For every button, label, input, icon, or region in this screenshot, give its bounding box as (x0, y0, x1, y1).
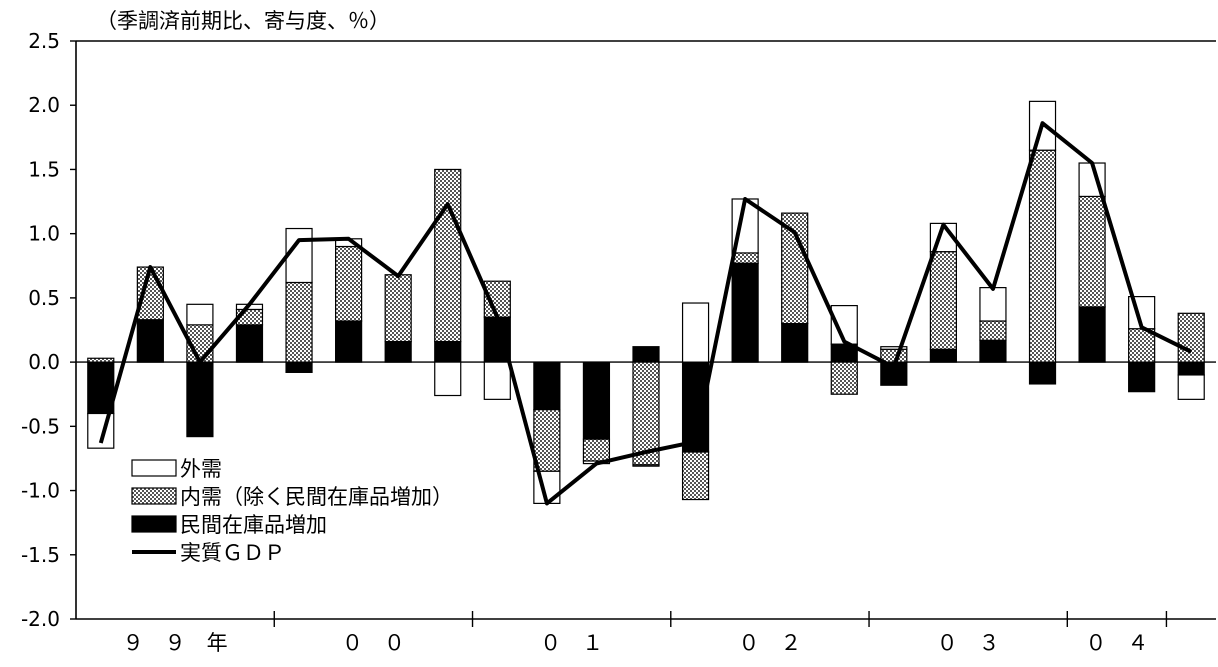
bar-inventory (137, 320, 163, 362)
bar-domestic-demand (583, 439, 609, 461)
bar-inventory (1178, 362, 1204, 375)
y-tick-label: 1.5 (28, 157, 60, 181)
legend-label: 民間在庫品増加 (180, 513, 327, 537)
bar-domestic-demand (336, 247, 362, 321)
bar-external-demand (286, 229, 312, 283)
x-year-label: ９ ９ 年 (123, 631, 228, 655)
bar-inventory (187, 362, 213, 436)
bar-inventory (286, 362, 312, 372)
y-tick-label: 2.0 (28, 93, 60, 117)
legend-label: 内需（除く民間在庫品増加） (180, 485, 453, 509)
bar-domestic-demand (881, 349, 907, 362)
y-tick-label: 0.5 (28, 286, 60, 310)
x-year-label: ０ １ (540, 631, 603, 655)
y-tick-label: -1.5 (21, 543, 60, 567)
x-year-label: ０ ３ (937, 631, 1000, 655)
bar-inventory (435, 342, 461, 363)
legend-swatch-domestic-demand (132, 488, 176, 504)
bar-external-demand (435, 362, 461, 395)
bar-domestic-demand (385, 275, 411, 342)
bar-external-demand (484, 362, 510, 399)
x-year-label: ０ ０ (342, 631, 405, 655)
bar-inventory (336, 321, 362, 362)
bar-inventory (782, 324, 808, 363)
bar-external-demand (881, 347, 907, 350)
bar-external-demand (1178, 375, 1204, 399)
bar-inventory (583, 362, 609, 439)
bar-inventory (732, 263, 758, 362)
bar-inventory (385, 342, 411, 363)
y-tick-label: 1.0 (28, 222, 60, 246)
x-year-label: ０ ２ (738, 631, 801, 655)
bar-domestic-demand (88, 358, 114, 362)
bar-domestic-demand (930, 252, 956, 350)
bar-external-demand (980, 288, 1006, 321)
bar-domestic-demand (782, 213, 808, 323)
bar-inventory (930, 349, 956, 362)
bar-inventory (1030, 362, 1056, 384)
bar-domestic-demand (435, 169, 461, 341)
y-tick-label: -2.0 (21, 607, 60, 631)
bar-inventory (633, 347, 659, 362)
bar-domestic-demand (732, 253, 758, 263)
bar-inventory (980, 340, 1006, 362)
bar-domestic-demand (1030, 150, 1056, 362)
bar-inventory (1079, 307, 1105, 362)
legend-swatch-external-demand (132, 460, 176, 476)
legend-label: 実質ＧＤＰ (180, 541, 285, 565)
bar-domestic-demand (1178, 313, 1204, 362)
bar-domestic-demand (980, 321, 1006, 340)
bar-domestic-demand (683, 452, 709, 500)
legend-label: 外需 (180, 457, 222, 481)
y-tick-label: 0.0 (28, 350, 60, 374)
bar-domestic-demand (831, 362, 857, 394)
bar-inventory (534, 362, 560, 410)
x-year-label: ０ ４ (1085, 631, 1148, 655)
bar-inventory (1129, 362, 1155, 392)
bar-external-demand (187, 304, 213, 325)
y-tick-label: -0.5 (21, 414, 60, 438)
y-tick-label: 2.5 (28, 29, 60, 53)
y-tick-label: -1.0 (21, 479, 60, 503)
chart-subtitle: （季調済前期比、寄与度、％） (96, 9, 390, 33)
bar-domestic-demand (1079, 196, 1105, 306)
legend-swatch-inventory (132, 516, 176, 532)
bar-external-demand (683, 303, 709, 362)
bars (88, 101, 1204, 503)
bar-external-demand (633, 465, 659, 466)
bar-domestic-demand (286, 282, 312, 362)
bar-inventory (236, 325, 262, 362)
